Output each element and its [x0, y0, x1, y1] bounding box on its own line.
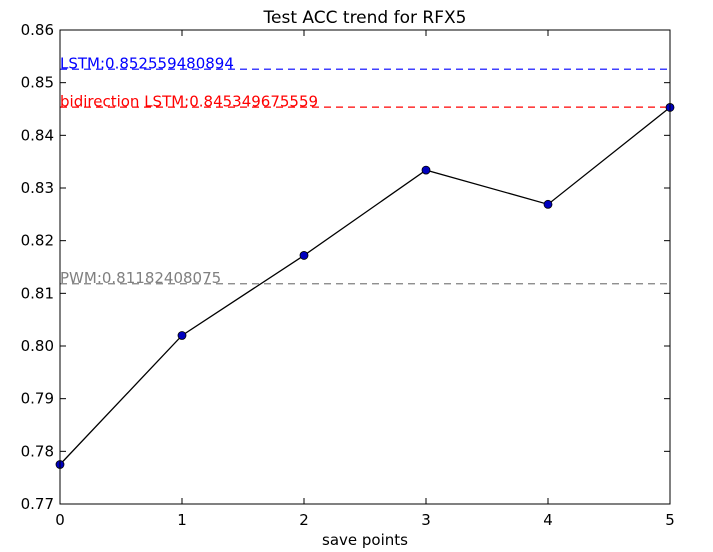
- reference-line-label: PWM:0.81182408075: [60, 269, 221, 287]
- y-tick-label: 0.77: [21, 495, 54, 513]
- series-line: [55, 103, 675, 469]
- y-tick-label: 0.79: [21, 390, 54, 408]
- x-axis: 0 1 2 3 4 5: [55, 30, 675, 529]
- x-tick-label: 2: [299, 511, 309, 529]
- reference-line-label: bidirection LSTM:0.845349675559: [60, 93, 318, 111]
- x-tick-label: 5: [665, 511, 675, 529]
- x-tick-label: 0: [55, 511, 65, 529]
- x-tick-label: 3: [421, 511, 431, 529]
- y-axis: 0.77 0.78 0.79 0.80 0.81 0.82 0.83 0.84 0.85 0.86: [21, 21, 670, 513]
- y-tick-label: 0.82: [21, 232, 54, 250]
- x-tick-label: 1: [177, 511, 187, 529]
- data-point: [299, 251, 309, 260]
- reference-line-label: LSTM:0.852559480894: [60, 55, 234, 73]
- chart-title: Test ACC trend for RFX5: [263, 8, 467, 28]
- data-point: [543, 199, 553, 209]
- y-tick-label: 0.85: [21, 74, 54, 92]
- y-tick-label: 0.80: [21, 337, 54, 355]
- y-tick-label: 0.78: [21, 442, 54, 460]
- data-point: [421, 165, 431, 175]
- reference-lines: LSTM:0.852559480894 bidirection LSTM:0.84…: [60, 55, 670, 287]
- y-tick-label: 0.83: [21, 179, 54, 197]
- y-tick-label: 0.81: [21, 284, 54, 302]
- y-tick-label: 0.86: [21, 21, 54, 39]
- y-tick-label: 0.84: [21, 126, 54, 144]
- data-point: [177, 331, 187, 340]
- x-tick-label: 4: [543, 511, 553, 529]
- series-line-path: [59, 106, 671, 465]
- plot-frame: [59, 29, 671, 505]
- x-axis-label: save points: [322, 531, 408, 549]
